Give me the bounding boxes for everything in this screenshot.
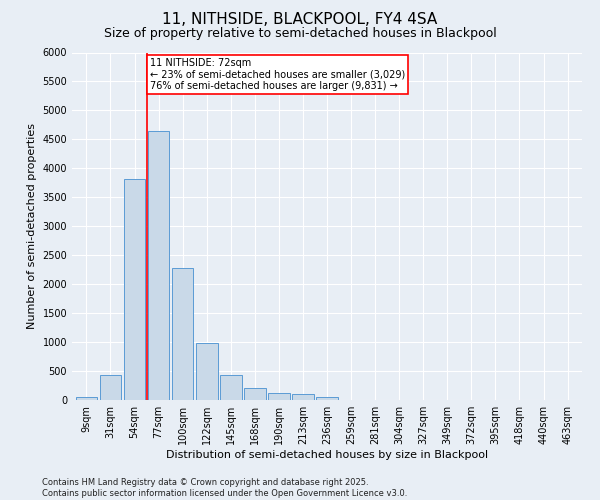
Bar (292, 394, 314, 400)
Bar (172, 268, 193, 400)
Bar (220, 375, 242, 400)
Text: Contains HM Land Registry data © Crown copyright and database right 2025.
Contai: Contains HM Land Registry data © Crown c… (42, 478, 407, 498)
Bar (244, 388, 266, 400)
Y-axis label: Number of semi-detached properties: Number of semi-detached properties (27, 123, 37, 329)
X-axis label: Distribution of semi-detached houses by size in Blackpool: Distribution of semi-detached houses by … (166, 450, 488, 460)
Bar (76, 397, 97, 400)
Text: Size of property relative to semi-detached houses in Blackpool: Size of property relative to semi-detach… (104, 28, 496, 40)
Bar (196, 342, 218, 400)
Bar (100, 375, 121, 400)
Bar (148, 130, 169, 400)
Bar (316, 397, 338, 400)
Bar (124, 179, 145, 400)
Bar (268, 393, 290, 400)
Text: 11 NITHSIDE: 72sqm
← 23% of semi-detached houses are smaller (3,029)
76% of semi: 11 NITHSIDE: 72sqm ← 23% of semi-detache… (150, 58, 406, 92)
Text: 11, NITHSIDE, BLACKPOOL, FY4 4SA: 11, NITHSIDE, BLACKPOOL, FY4 4SA (163, 12, 437, 28)
